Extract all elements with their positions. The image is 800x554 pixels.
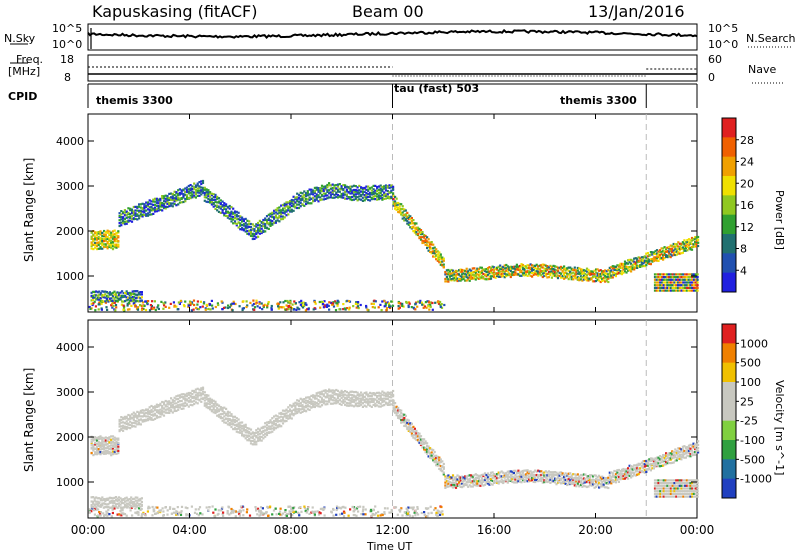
freq-unit: [MHz] [8,65,41,78]
beam-label: Beam 00 [352,2,424,21]
power-colorbar-segment-0 [722,118,736,138]
date-label: 13/Jan/2016 [588,2,685,21]
noise-sky-series [87,28,698,39]
velocity-colorbar-segment-0 [722,324,736,344]
velocity-colorbar-label-3: 25 [740,395,754,408]
cpid-mode-3: themis 3300 [560,94,637,107]
power-colorbar-label-2: 20 [740,177,754,190]
velocity-ytick-label-0: 1000 [56,476,84,489]
noise-right-tick-bottom: 10^0 [708,38,739,51]
velocity-colorbar-label: Velocity [m s^-1] [773,380,786,476]
velocity-ytick-label-1: 2000 [56,431,84,444]
power-colorbar-segment-3 [722,176,736,196]
power-colorbar-segment-7 [722,253,736,274]
velocity-ytick-label-2: 3000 [56,386,84,399]
velocity-echo-cells [88,386,700,518]
velocity-colorbar-label-5: -100 [740,434,765,447]
velocity-ytick-label-3: 4000 [56,341,84,354]
power-colorbar-label-4: 12 [740,221,754,234]
x-tick-label-4: 16:00 [477,523,512,537]
noise-search-label: N.Search [746,32,796,45]
nave-tick-top: 60 [708,53,722,66]
power-colorbar-label: Power [dB] [773,190,786,250]
x-axis-label: Time UT [367,540,413,553]
noise-sky-label: N.Sky [4,32,36,45]
freq-panel-frame [87,54,698,82]
noise-left-tick-top: 10^5 [52,22,83,35]
power-colorbar-segment-1 [722,137,736,158]
power-echo-cells [88,179,700,312]
velocity-colorbar-segment-3 [722,382,736,402]
x-tick-label-6: 00:00 [680,523,715,537]
noise-right-tick-top: 10^5 [708,22,739,35]
nave-tick-bottom: 0 [708,71,715,84]
power-colorbar-segment-6 [722,234,736,254]
power-ytick-label-3: 4000 [56,135,84,148]
x-tick-label-5: 20:00 [578,523,613,537]
velocity-colorbar-label-1: 500 [740,357,761,370]
power-colorbar-segment-2 [722,156,736,177]
velocity-colorbar-segment-8 [722,478,736,499]
power-ytick-label-0: 1000 [56,270,84,283]
x-tick-label-1: 04:00 [172,523,207,537]
velocity-colorbar-label-7: -1000 [740,473,772,486]
velocity-ylabel: Slant Range [km] [22,367,36,472]
velocity-colorbar-segment-1 [722,343,736,364]
velocity-colorbar-segment-6 [722,440,736,460]
noise-panel-frame [87,23,698,51]
power-colorbar-label-6: 4 [740,264,747,277]
velocity-colorbar-segment-4 [722,401,736,422]
x-tick-label-3: 12:00 [375,523,410,537]
velocity-colorbar-segment-5 [722,420,736,441]
freq-label: Freq. [16,53,44,66]
velocity-colorbar-segment-2 [722,362,736,383]
power-colorbar-segment-5 [722,214,736,235]
power-colorbar-segment-8 [722,272,736,293]
power-colorbar-segment-4 [722,195,736,216]
power-colorbar-label-0: 28 [740,134,754,147]
cpid-mode-2: tau (fast) 503 [394,82,480,95]
radar-title: Kapuskasing (fitACF) [92,2,258,21]
velocity-colorbar-label-4: -25 [740,415,758,428]
x-tick-label-0: 00:00 [71,523,106,537]
freq-tick-bottom: 8 [64,71,71,84]
x-tick-label-2: 08:00 [274,523,309,537]
velocity-colorbar-label-2: 100 [740,376,761,389]
nave-label: Nave [748,63,777,76]
cpid-mode-1: themis 3300 [96,94,173,107]
power-ylabel: Slant Range [km] [22,157,36,262]
velocity-colorbar-label-0: 1000 [740,337,768,350]
velocity-colorbar-segment-7 [722,459,736,480]
power-colorbar-label-5: 8 [740,243,747,256]
cpid-label: CPID [8,90,38,103]
power-ytick-label-1: 2000 [56,225,84,238]
noise-left-tick-bottom: 10^0 [52,38,83,51]
velocity-colorbar-label-6: -500 [740,453,765,466]
power-colorbar-label-1: 24 [740,156,754,169]
freq-tick-top: 18 [60,53,74,66]
velocity-colorbar-frame [721,323,737,499]
power-ytick-label-2: 3000 [56,180,84,193]
power-colorbar-label-3: 16 [740,199,754,212]
